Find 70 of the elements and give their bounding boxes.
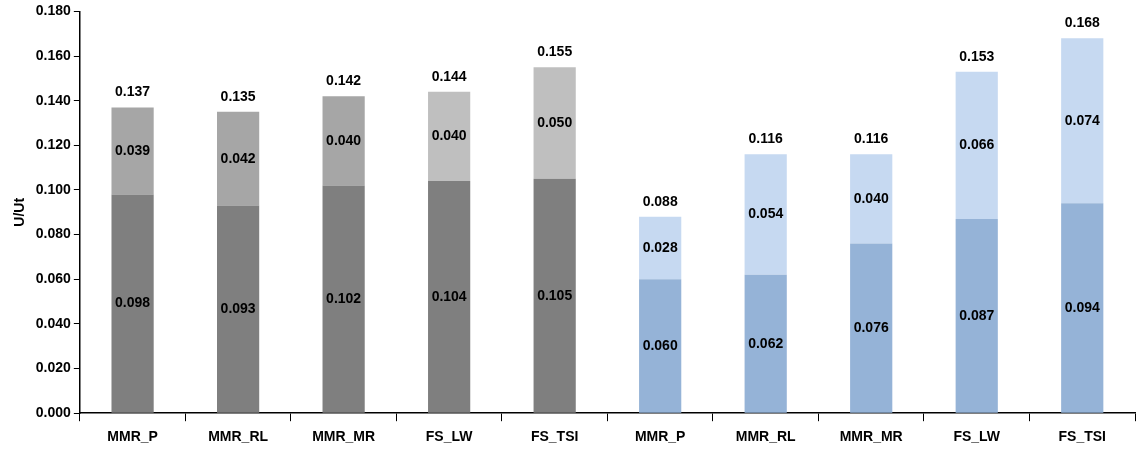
total-label: 0.116 [748, 130, 784, 147]
data-label: 0.042 [220, 149, 256, 166]
total-label: 0.088 [642, 192, 678, 209]
x-tick-label: FS_TSI [1058, 428, 1106, 445]
x-tick-label: FS_TSI [530, 428, 579, 445]
total-label: 0.168 [1064, 14, 1100, 31]
x-tick-label: MMR_RL [208, 428, 269, 445]
y-tick-label: 0.020 [35, 359, 72, 376]
bar [850, 243, 893, 413]
x-tick-label: MMR_P [634, 428, 686, 445]
data-label: 0.050 [537, 113, 573, 130]
data-label: 0.060 [642, 336, 678, 353]
bar [428, 181, 471, 413]
data-label: 0.028 [642, 238, 678, 255]
y-tick-label: 0.120 [35, 136, 72, 153]
data-label: 0.040 [431, 127, 467, 144]
data-label: 0.076 [853, 318, 889, 335]
y-tick-label: 0.060 [35, 270, 72, 287]
data-label: 0.104 [431, 287, 467, 304]
total-label: 0.137 [115, 83, 151, 100]
data-label: 0.098 [115, 294, 151, 311]
y-axis-title: U/Ut [11, 197, 28, 227]
y-tick-label: 0.180 [35, 2, 72, 19]
bar [111, 107, 154, 195]
bar [1061, 38, 1104, 204]
bar [217, 111, 260, 206]
data-label: 0.094 [1064, 298, 1100, 315]
bar [428, 91, 471, 182]
y-tick-label: 0.140 [35, 91, 72, 108]
x-tick-label: FS_LW [425, 428, 474, 445]
total-label: 0.153 [959, 47, 995, 64]
data-label: 0.066 [959, 136, 995, 153]
data-label: 0.105 [537, 286, 573, 303]
x-tick-label: FS_LW [953, 428, 1001, 445]
x-tick-label: MMR_MR [312, 428, 376, 445]
bar [322, 96, 365, 186]
data-label: 0.054 [748, 205, 784, 222]
total-label: 0.155 [537, 43, 573, 60]
x-tick-label: MMR_MR [839, 428, 903, 445]
bar [1061, 203, 1104, 413]
x-tick-label: MMR_P [107, 428, 158, 445]
bar [217, 205, 260, 413]
y-tick-label: 0.000 [35, 404, 72, 421]
y-tick-label: 0.100 [35, 180, 72, 197]
y-tick-label: 0.160 [35, 46, 72, 63]
bar [744, 154, 787, 275]
bar [533, 67, 576, 179]
bar [639, 279, 682, 413]
total-label: 0.135 [220, 87, 256, 104]
data-label: 0.087 [959, 306, 995, 323]
x-tick-label: MMR_RL [735, 428, 797, 445]
bar [111, 194, 154, 413]
data-label: 0.093 [220, 300, 256, 317]
data-label: 0.039 [115, 141, 151, 158]
y-tick-label: 0.040 [35, 314, 72, 331]
data-label: 0.062 [748, 334, 784, 351]
bar [744, 274, 787, 413]
bar [955, 219, 998, 413]
data-label: 0.102 [326, 289, 362, 306]
bar [322, 185, 365, 413]
data-label: 0.040 [853, 189, 889, 206]
total-label: 0.144 [431, 67, 467, 84]
y-tick-label: 0.080 [35, 225, 72, 242]
total-label: 0.142 [326, 72, 362, 89]
bar [955, 71, 998, 219]
data-label: 0.040 [326, 131, 362, 148]
bar [533, 178, 576, 413]
bar [850, 154, 893, 244]
total-label: 0.116 [854, 130, 889, 147]
data-label: 0.074 [1064, 111, 1100, 128]
